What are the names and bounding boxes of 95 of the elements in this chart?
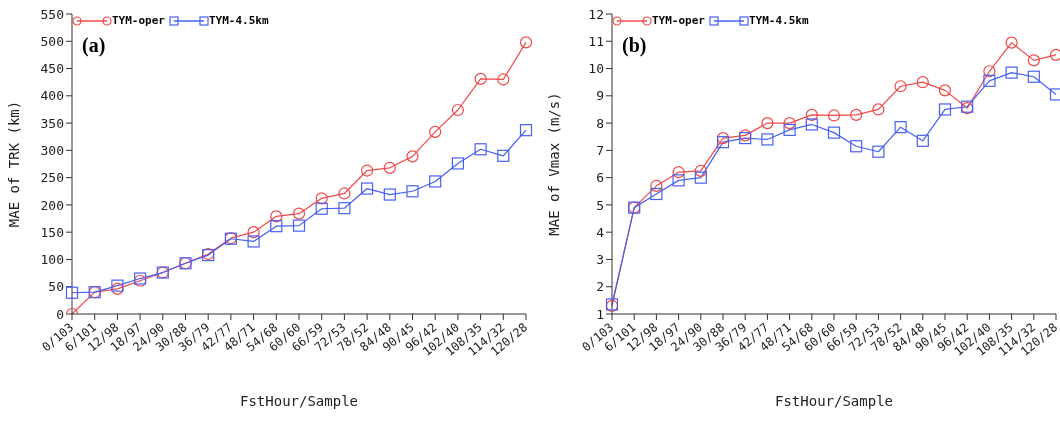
point	[429, 125, 442, 138]
point	[650, 187, 663, 201]
point	[872, 103, 885, 116]
point	[983, 74, 996, 87]
point	[361, 182, 374, 195]
point	[1005, 66, 1018, 79]
point	[519, 36, 533, 49]
point	[716, 131, 730, 145]
point	[938, 103, 952, 116]
point	[519, 124, 533, 137]
point	[1027, 70, 1040, 83]
point	[783, 116, 796, 130]
y-tick-label: 200	[40, 197, 64, 213]
point	[850, 108, 863, 122]
point	[270, 220, 283, 233]
y-tick-label: 7	[596, 142, 604, 158]
point	[672, 166, 685, 179]
point	[383, 161, 396, 174]
y-axis-title: MAE of Vmax (m/s)	[545, 92, 562, 236]
legend-label: TYM-4.5km	[208, 14, 269, 27]
x-axis-title: FstHour/Sample	[239, 393, 359, 409]
y-tick-label: 0	[56, 306, 64, 322]
point	[916, 134, 929, 147]
point	[338, 202, 351, 215]
point	[315, 192, 328, 205]
y-tick-label: 8	[596, 115, 604, 131]
y-tick-label: 2	[596, 279, 604, 295]
point	[406, 150, 419, 163]
point	[361, 164, 374, 177]
annotation: (b)	[622, 34, 647, 57]
point	[850, 140, 863, 153]
legend-label: TYM-oper	[112, 14, 165, 27]
y-tick-label: 300	[40, 142, 64, 158]
y-tick-label: 100	[40, 252, 64, 268]
y-tick-label: 3	[596, 252, 604, 268]
point	[1049, 88, 1060, 101]
y-tick-label: 12	[588, 6, 604, 22]
point	[983, 65, 996, 78]
point	[938, 84, 952, 97]
point	[429, 175, 442, 188]
point	[406, 185, 419, 198]
point	[694, 171, 707, 184]
point	[894, 80, 907, 93]
point	[451, 103, 464, 117]
point	[270, 210, 283, 223]
y-tick-label: 250	[40, 170, 64, 186]
point	[383, 188, 396, 201]
legend-label: TYM-oper	[652, 14, 705, 27]
y-tick-label: 150	[40, 224, 64, 240]
y-tick-label: 350	[40, 115, 64, 131]
point	[1005, 36, 1018, 49]
y-tick-label: 6	[596, 170, 604, 186]
point	[292, 219, 306, 232]
y-tick-label: 1	[596, 306, 604, 322]
point	[827, 126, 841, 139]
point	[474, 143, 487, 156]
y-tick-label: 450	[40, 61, 64, 77]
point	[827, 109, 841, 122]
point	[672, 174, 685, 187]
y-tick-label: 550	[40, 6, 64, 22]
point	[247, 235, 260, 248]
point	[761, 133, 774, 146]
point	[497, 73, 510, 86]
y-tick-label: 9	[596, 88, 604, 104]
y-axis-title: MAE of TRK (km)	[5, 100, 22, 228]
point	[338, 187, 351, 200]
point	[894, 121, 907, 134]
y-tick-label: 50	[48, 279, 64, 295]
y-tick-label: 11	[588, 33, 604, 49]
legend-label: TYM-4.5km	[748, 14, 809, 27]
point	[694, 164, 707, 177]
point	[474, 72, 487, 86]
point	[1049, 48, 1060, 62]
point	[1027, 54, 1040, 67]
point	[872, 145, 885, 158]
y-tick-label: 4	[596, 224, 605, 240]
point	[805, 108, 818, 122]
y-tick-label: 500	[40, 33, 64, 49]
point	[65, 286, 79, 299]
point	[451, 157, 464, 170]
y-tick-label: 10	[588, 61, 604, 77]
annotation: (a)	[82, 34, 106, 57]
point	[761, 116, 774, 130]
y-tick-label: 400	[40, 88, 64, 104]
point	[650, 179, 663, 192]
point	[292, 207, 306, 220]
point	[497, 149, 510, 162]
point	[716, 136, 730, 149]
point	[315, 202, 328, 215]
point	[916, 76, 929, 89]
point	[783, 123, 796, 137]
x-axis-title: FstHour/Sample	[774, 393, 894, 409]
point	[247, 226, 260, 239]
y-tick-label: 5	[596, 197, 604, 213]
point	[805, 118, 818, 131]
